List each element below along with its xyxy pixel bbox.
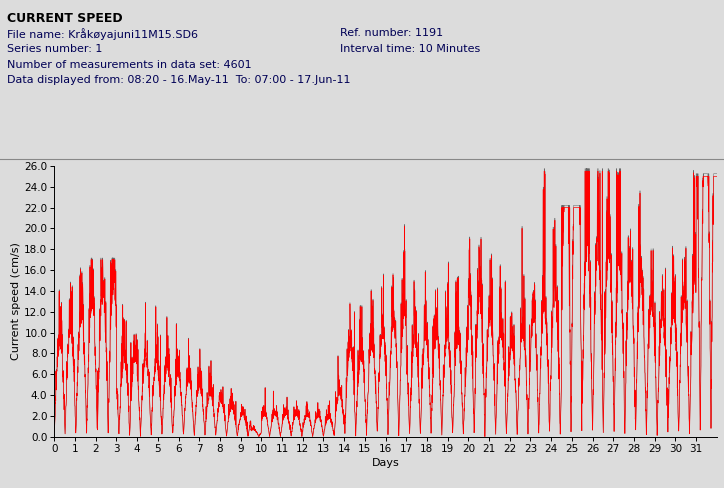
Text: CURRENT SPEED: CURRENT SPEED xyxy=(7,12,123,25)
Text: Series number: 1: Series number: 1 xyxy=(7,44,103,54)
X-axis label: Days: Days xyxy=(371,458,400,468)
Text: File name: Kråkøyajuni11M15.SD6: File name: Kråkøyajuni11M15.SD6 xyxy=(7,28,198,40)
Text: Ref. number: 1191: Ref. number: 1191 xyxy=(340,28,443,38)
Y-axis label: Current speed (cm/s): Current speed (cm/s) xyxy=(12,243,22,360)
Text: Number of measurements in data set: 4601: Number of measurements in data set: 4601 xyxy=(7,60,252,69)
Text: Interval time: 10 Minutes: Interval time: 10 Minutes xyxy=(340,44,481,54)
Text: Data displayed from: 08:20 - 16.May-11  To: 07:00 - 17.Jun-11: Data displayed from: 08:20 - 16.May-11 T… xyxy=(7,75,350,85)
